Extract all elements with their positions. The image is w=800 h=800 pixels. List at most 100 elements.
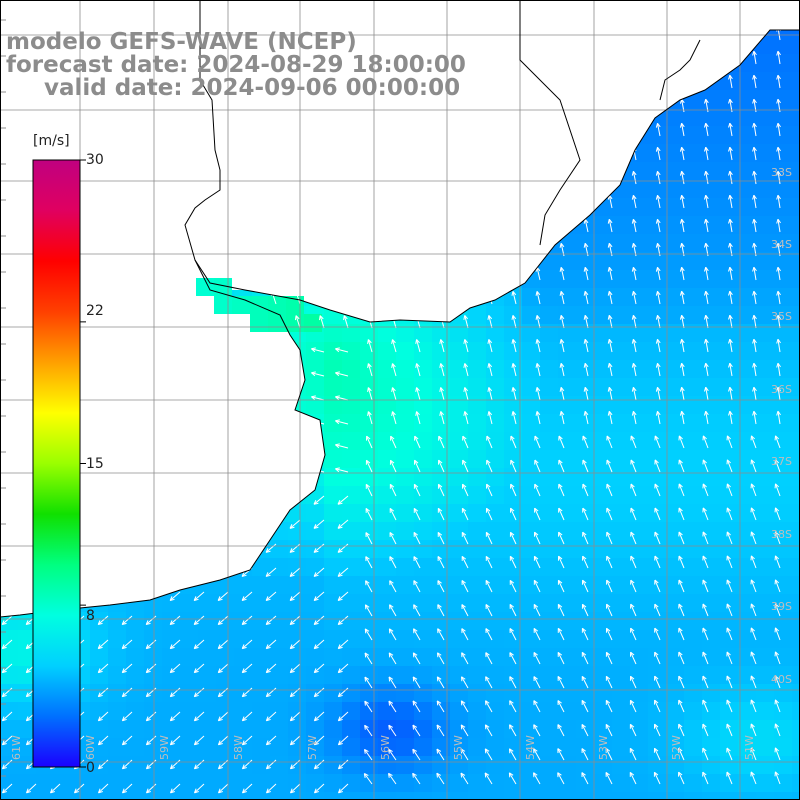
wind-speed-cell	[792, 198, 800, 216]
wind-speed-cell	[126, 666, 144, 684]
wind-speed-cell	[486, 486, 504, 504]
wind-arrow	[752, 74, 757, 89]
wind-speed-cell	[414, 486, 432, 504]
wind-arrow	[726, 531, 733, 545]
wind-arrow	[774, 771, 781, 785]
wind-speed-cell	[198, 612, 216, 630]
wind-speed-cell	[612, 360, 630, 378]
wind-arrow	[313, 567, 325, 577]
wind-arrow	[726, 435, 733, 449]
wind-speed-cell	[90, 648, 108, 666]
wind-speed-cell	[324, 504, 342, 522]
wind-speed-cell	[468, 324, 486, 342]
wind-speed-cell	[450, 756, 468, 774]
wind-arrow	[121, 735, 133, 746]
wind-arrow	[582, 435, 589, 449]
wind-speed-cell	[360, 630, 378, 648]
wind-speed-cell	[360, 540, 378, 558]
wind-speed-cell	[342, 540, 360, 558]
wind-speed-cell	[720, 306, 738, 324]
wind-arrow	[461, 483, 469, 497]
wind-speed-cell	[792, 72, 800, 90]
wind-speed-cell	[306, 594, 324, 612]
wind-speed-cell	[450, 414, 468, 432]
wind-arrow	[412, 724, 421, 737]
wind-speed-cell	[792, 468, 800, 486]
wind-speed-cell	[630, 702, 648, 720]
wind-arrow	[461, 580, 469, 593]
wind-arrow	[702, 651, 709, 665]
wind-arrow	[752, 410, 757, 425]
wind-speed-cell	[684, 702, 702, 720]
wind-speed-cell	[396, 648, 414, 666]
wind-speed-cell	[774, 612, 792, 630]
wind-arrow	[557, 603, 565, 617]
wind-arrow	[364, 748, 373, 761]
wind-arrow	[582, 483, 589, 497]
wind-arrow	[533, 531, 541, 545]
wind-arrow	[337, 543, 349, 553]
wind-speed-cell	[90, 612, 108, 630]
wind-arrow	[388, 652, 397, 665]
wind-arrow	[121, 687, 133, 698]
wind-speed-cell	[214, 278, 232, 296]
wind-speed-cell	[270, 612, 288, 630]
wind-speed-cell	[0, 648, 18, 666]
wind-speed-cell	[684, 378, 702, 396]
wind-speed-cell	[342, 342, 360, 360]
wind-speed-cell	[342, 378, 360, 396]
wind-speed-cell	[414, 648, 432, 666]
wind-speed-cell	[378, 360, 396, 378]
wind-speed-cell	[468, 486, 486, 504]
wind-speed-cell	[756, 648, 774, 666]
wind-speed-cell	[360, 450, 378, 468]
wind-speed-cell	[702, 774, 720, 792]
wind-speed-cell	[522, 450, 540, 468]
wind-speed-cell	[756, 612, 774, 630]
wind-speed-cell	[594, 702, 612, 720]
wind-speed-cell	[378, 378, 396, 396]
wind-arrow	[511, 339, 517, 353]
wind-speed-cell	[666, 342, 684, 360]
wind-speed-cell	[702, 558, 720, 576]
wind-arrow	[439, 339, 445, 353]
wind-speed-cell	[252, 558, 270, 576]
wind-speed-cell	[720, 522, 738, 540]
wind-arrow	[776, 170, 781, 185]
wind-speed-cell	[738, 414, 756, 432]
wind-speed-cell	[612, 558, 630, 576]
wind-arrow	[655, 338, 661, 353]
wind-speed-cell	[612, 540, 630, 558]
wind-speed-cell	[594, 288, 612, 306]
wind-speed-cell	[342, 468, 360, 486]
wind-arrow	[534, 483, 541, 497]
wind-speed-cell	[720, 342, 738, 360]
wind-speed-cell	[720, 270, 738, 288]
wind-arrow	[319, 315, 325, 329]
wind-arrow	[389, 532, 397, 545]
wind-speed-cell	[756, 54, 774, 72]
wind-arrow	[484, 772, 493, 785]
wind-arrow	[750, 627, 757, 641]
wind-speed-cell	[558, 792, 576, 800]
wind-arrow	[460, 700, 469, 713]
wind-arrow	[533, 555, 541, 569]
wind-arrow	[485, 507, 493, 521]
wind-arrow	[338, 783, 349, 794]
wind-speed-cell	[360, 414, 378, 432]
wind-speed-cell	[162, 756, 180, 774]
wind-arrow	[752, 266, 757, 281]
wind-speed-cell	[360, 486, 378, 504]
wind-speed-cell	[268, 296, 286, 314]
colorbar-tick-label: 22	[86, 303, 104, 319]
wind-arrow	[558, 483, 565, 497]
wind-arrow	[728, 410, 733, 425]
wind-arrow	[607, 218, 613, 233]
wind-arrow	[388, 628, 397, 641]
wind-speed-cell	[234, 774, 252, 792]
wind-speed-cell	[738, 234, 756, 252]
wind-speed-cell	[450, 342, 468, 360]
wind-speed-cell	[432, 468, 450, 486]
wind-speed-cell	[486, 612, 504, 630]
